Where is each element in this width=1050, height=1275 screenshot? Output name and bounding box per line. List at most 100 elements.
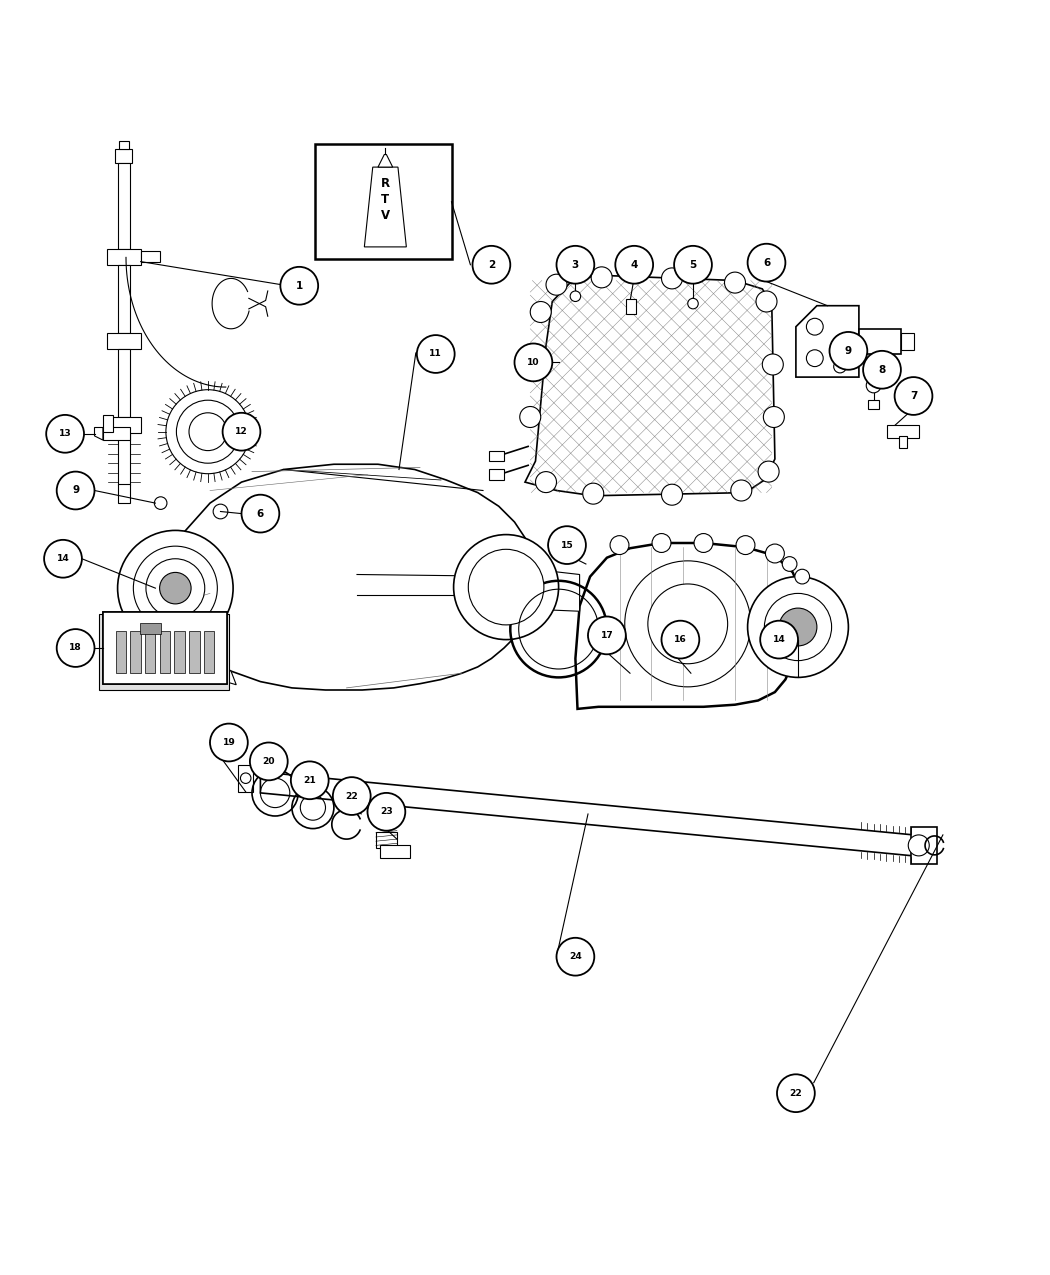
Circle shape [548, 527, 586, 564]
Circle shape [662, 621, 699, 658]
Circle shape [570, 291, 581, 301]
Bar [376, 831, 397, 848]
Circle shape [368, 793, 405, 831]
Circle shape [523, 346, 544, 367]
Bar [141, 251, 160, 261]
Circle shape [731, 479, 752, 501]
Text: 20: 20 [262, 757, 275, 766]
Circle shape [472, 246, 510, 283]
Circle shape [674, 246, 712, 283]
Circle shape [189, 413, 227, 450]
Circle shape [213, 504, 228, 519]
Circle shape [280, 266, 318, 305]
Text: 22: 22 [790, 1089, 802, 1098]
Bar [174, 631, 185, 673]
Bar [118, 432, 130, 486]
Bar [626, 300, 636, 314]
Text: 17: 17 [601, 631, 613, 640]
Bar [107, 249, 141, 265]
Circle shape [520, 407, 541, 427]
Bar [118, 163, 130, 249]
Circle shape [748, 244, 785, 282]
Circle shape [724, 272, 746, 293]
Circle shape [662, 268, 682, 289]
Circle shape [688, 298, 698, 309]
Text: 1: 1 [296, 280, 302, 291]
Text: 23: 23 [380, 807, 393, 816]
Text: 6: 6 [763, 258, 770, 268]
Bar [107, 417, 141, 432]
Circle shape [57, 629, 94, 667]
Polygon shape [506, 566, 580, 611]
Bar [901, 333, 914, 349]
Circle shape [736, 536, 755, 555]
Bar [99, 615, 229, 690]
Text: R: R [381, 177, 390, 190]
Circle shape [146, 558, 205, 617]
Circle shape [863, 351, 901, 389]
Bar [380, 845, 410, 858]
Bar [238, 765, 253, 792]
Circle shape [760, 621, 798, 658]
Circle shape [625, 561, 751, 687]
Text: 3: 3 [572, 260, 579, 270]
Polygon shape [796, 306, 859, 377]
Circle shape [779, 608, 817, 646]
Text: 9: 9 [845, 346, 852, 356]
Text: 21: 21 [303, 775, 316, 785]
Polygon shape [143, 634, 208, 643]
Text: 11: 11 [429, 349, 442, 358]
Text: 5: 5 [690, 260, 696, 270]
Bar [315, 144, 452, 260]
Circle shape [756, 291, 777, 312]
Bar [911, 826, 937, 864]
Polygon shape [514, 548, 536, 606]
Bar [489, 450, 504, 462]
Text: 14: 14 [773, 635, 785, 644]
Bar [899, 436, 907, 449]
Polygon shape [184, 658, 236, 685]
Circle shape [556, 938, 594, 975]
Text: 24: 24 [569, 952, 582, 961]
Circle shape [583, 483, 604, 504]
Bar [116, 631, 126, 673]
Text: 13: 13 [59, 430, 71, 439]
Circle shape [834, 334, 851, 351]
Text: 18: 18 [69, 644, 82, 653]
Bar [119, 140, 129, 149]
Text: 10: 10 [527, 358, 540, 367]
Circle shape [615, 246, 653, 283]
Bar [155, 640, 168, 652]
Polygon shape [94, 427, 103, 440]
Text: 12: 12 [235, 427, 248, 436]
Circle shape [662, 484, 682, 505]
Circle shape [610, 536, 629, 555]
Circle shape [762, 354, 783, 375]
Circle shape [514, 343, 552, 381]
Circle shape [417, 335, 455, 372]
Text: 2: 2 [488, 260, 495, 270]
Bar [103, 427, 130, 440]
Bar [887, 426, 919, 439]
Bar [103, 612, 227, 683]
Text: 7: 7 [909, 391, 918, 402]
Circle shape [46, 414, 84, 453]
Circle shape [591, 266, 612, 288]
Bar [130, 631, 141, 673]
Circle shape [44, 539, 82, 578]
Circle shape [546, 274, 567, 296]
Circle shape [291, 761, 329, 799]
Circle shape [782, 557, 797, 571]
Circle shape [777, 1075, 815, 1112]
Circle shape [536, 472, 556, 492]
Circle shape [176, 400, 239, 463]
Circle shape [866, 379, 881, 393]
Bar [189, 631, 200, 673]
Circle shape [166, 390, 250, 474]
Bar [160, 631, 170, 673]
Polygon shape [525, 275, 775, 496]
Text: 8: 8 [879, 365, 885, 375]
Circle shape [160, 572, 191, 604]
Text: 15: 15 [561, 541, 573, 550]
Circle shape [118, 530, 233, 646]
